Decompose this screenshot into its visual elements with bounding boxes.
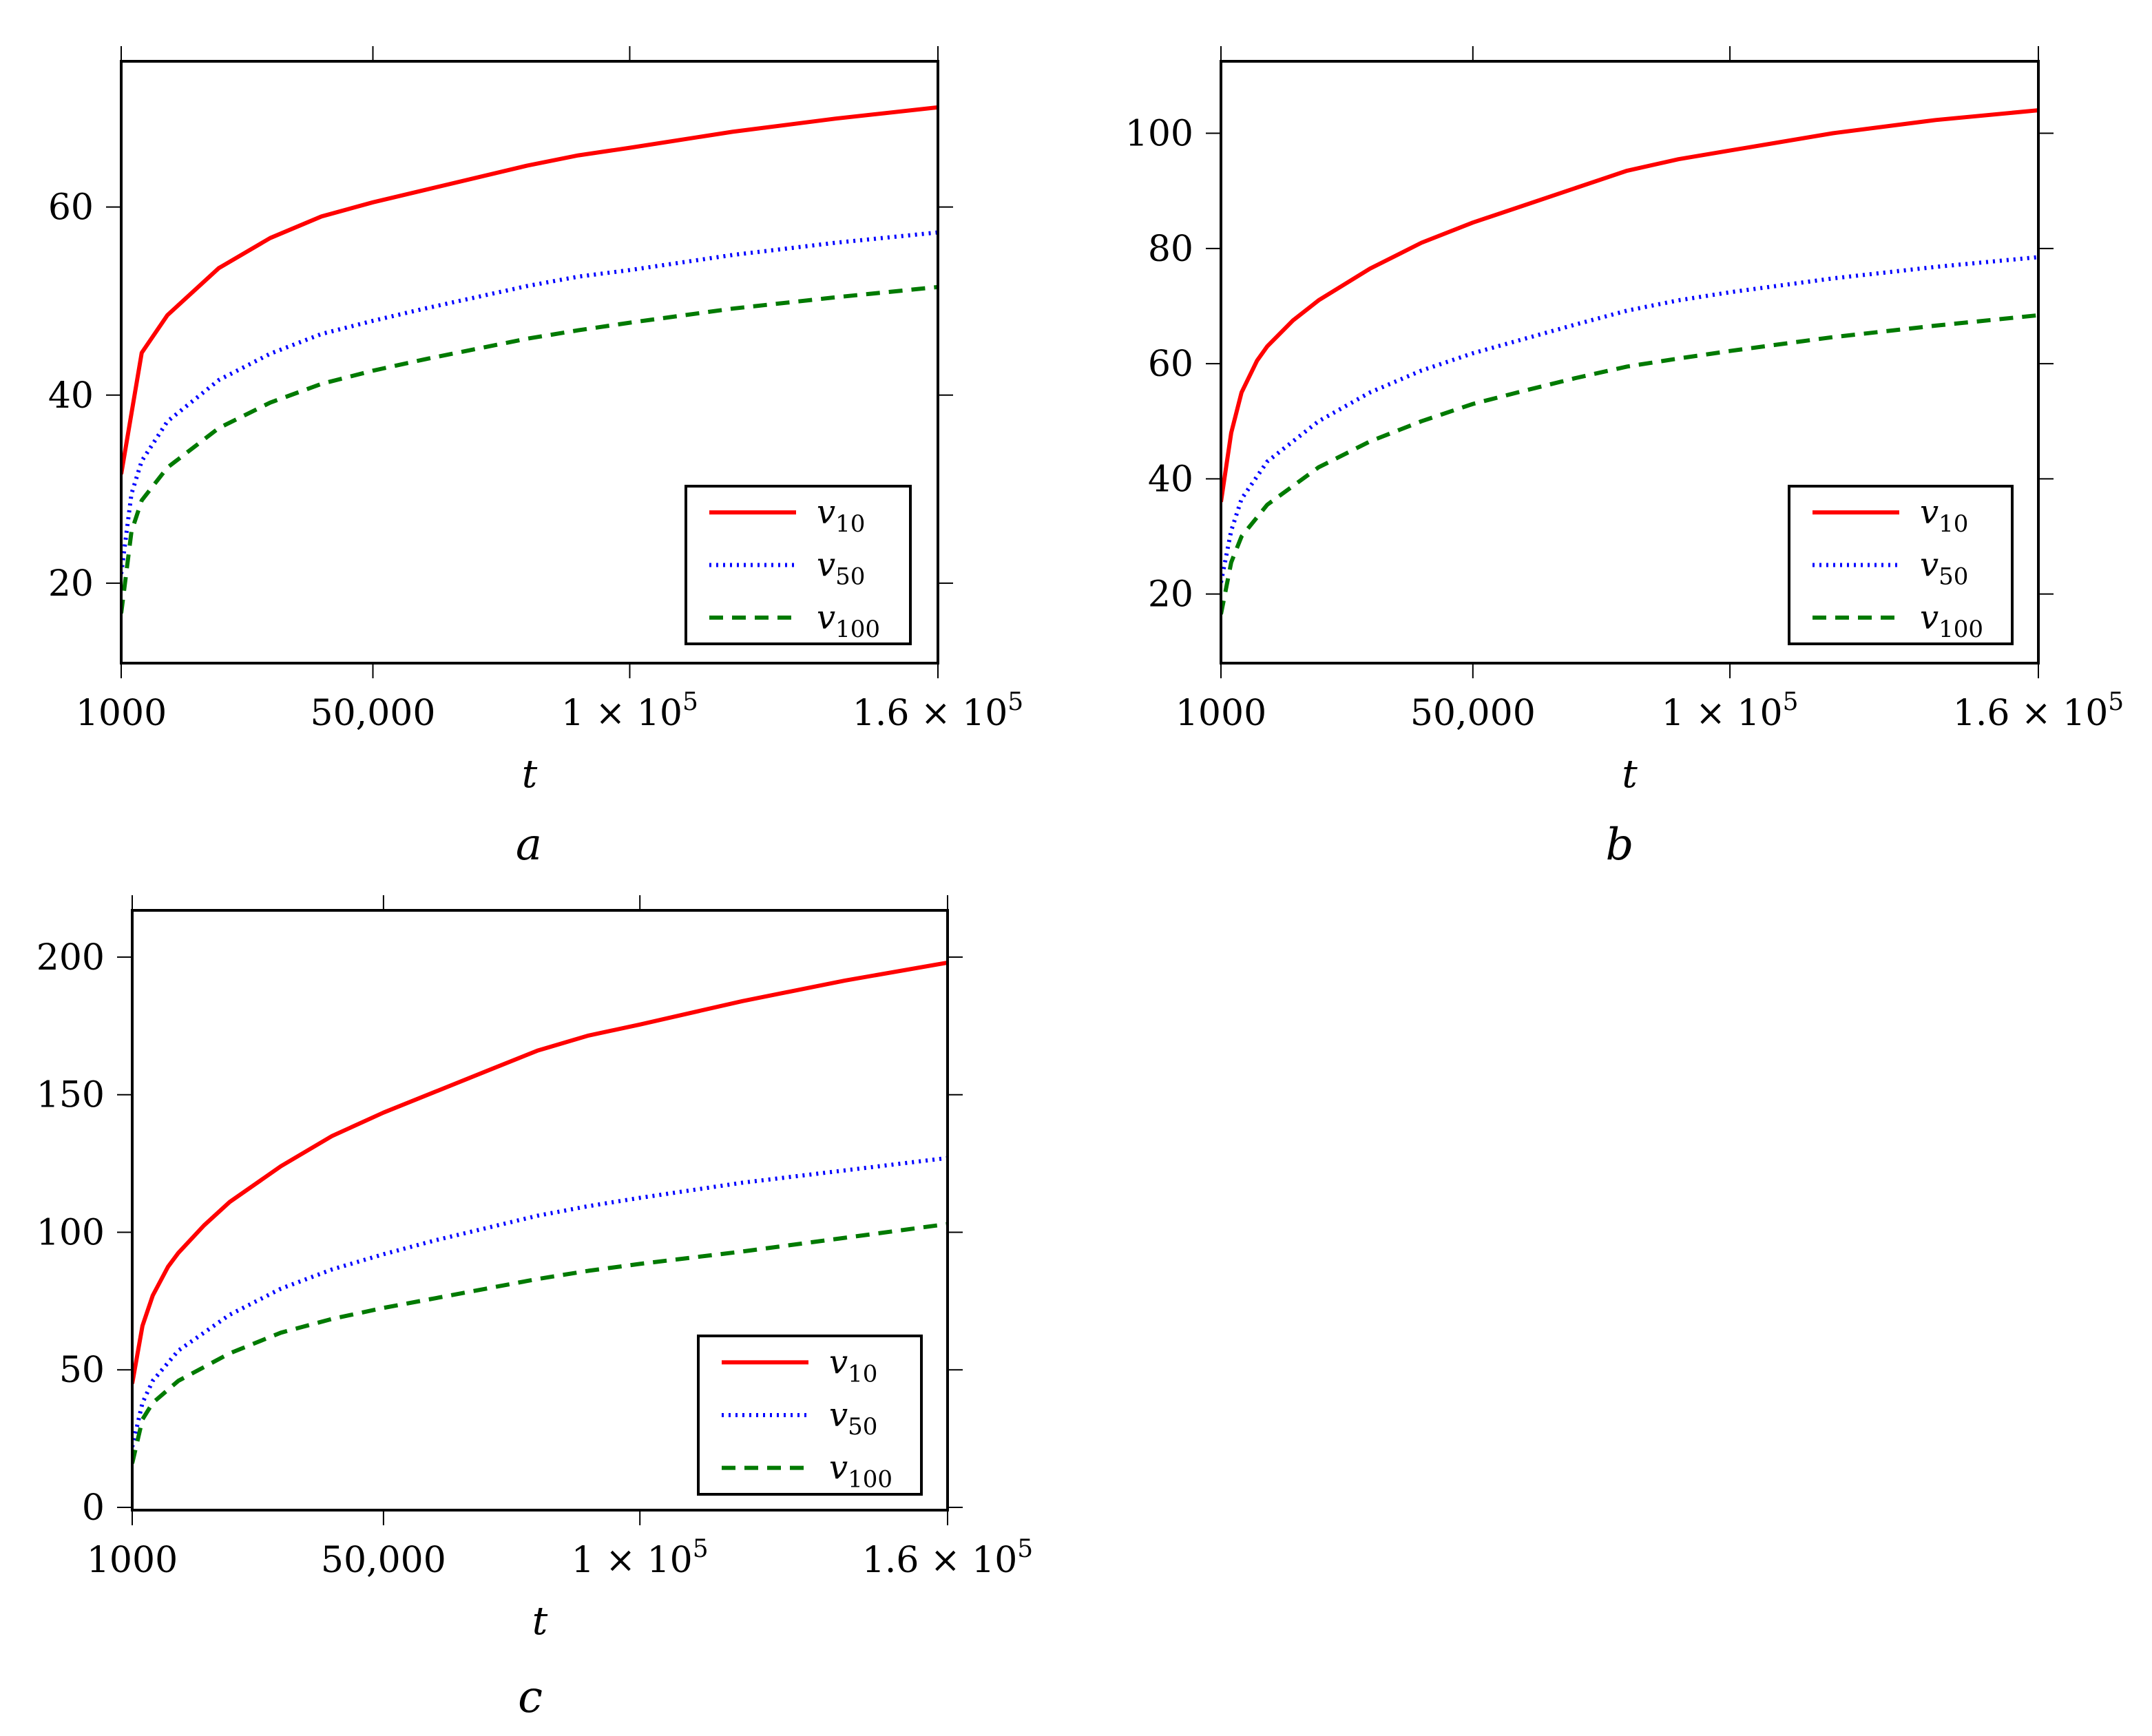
chart-a: 1000 50,000 1 × 105 1.6 × 105204060v10v50v1… bbox=[48, 46, 1023, 870]
x-tick-exponent: 5 bbox=[2108, 688, 2124, 716]
legend-label-base: v bbox=[829, 1449, 848, 1487]
x-tick-mantissa: 1 × 10 bbox=[1662, 693, 1783, 734]
x-tick-label: 1.6 × 105 bbox=[1953, 688, 2124, 734]
legend-label-v50: v50 bbox=[1920, 546, 1968, 591]
x-tick-label: 1000 bbox=[87, 1540, 178, 1581]
chart-caption: b bbox=[1606, 819, 1634, 870]
series-line-v10 bbox=[121, 105, 938, 475]
legend-label-base: v bbox=[829, 1396, 848, 1434]
x-tick-mantissa: 1 × 10 bbox=[572, 1540, 693, 1581]
legend-label-v10: v10 bbox=[1920, 493, 1968, 538]
y-tick-label: 60 bbox=[48, 187, 94, 229]
x-tick-mantissa: 1.6 × 10 bbox=[1953, 693, 2109, 734]
legend-label-base: v bbox=[817, 546, 835, 585]
y-tick-label: 100 bbox=[36, 1212, 105, 1253]
x-tick-label: 1 × 105 bbox=[561, 688, 698, 734]
legend-label-base: v bbox=[1920, 598, 1939, 637]
legend-label-base: v bbox=[817, 598, 835, 637]
x-tick-exponent: 5 bbox=[682, 688, 698, 716]
series-line-v50 bbox=[121, 230, 938, 574]
legend-label-sub: 10 bbox=[848, 1360, 877, 1388]
legend-label-sub: 50 bbox=[835, 563, 865, 591]
x-tick-exponent: 5 bbox=[1017, 1535, 1033, 1563]
legend-label-base: v bbox=[1920, 546, 1939, 585]
x-tick-label: 1000 bbox=[1176, 693, 1266, 734]
legend-label-sub: 100 bbox=[835, 616, 880, 643]
x-tick-label: 1 × 105 bbox=[1662, 688, 1799, 734]
x-tick-exponent: 5 bbox=[693, 1535, 709, 1563]
legend-label-v100: v100 bbox=[829, 1449, 892, 1494]
y-tick-label: 20 bbox=[1148, 574, 1193, 616]
legend-label-v100: v100 bbox=[817, 598, 880, 643]
series-line-v10 bbox=[1221, 108, 2038, 503]
x-axis-label: t bbox=[532, 1599, 548, 1644]
y-tick-label: 20 bbox=[48, 563, 94, 605]
legend-label-sub: 50 bbox=[1939, 563, 1968, 591]
legend-label-sub: 50 bbox=[848, 1413, 877, 1441]
y-tick-label: 40 bbox=[48, 375, 94, 417]
legend-label-sub: 100 bbox=[848, 1466, 892, 1494]
x-tick-label: 1 × 105 bbox=[572, 1535, 709, 1581]
legend-label-sub: 10 bbox=[1939, 510, 1968, 538]
series-line-v10 bbox=[132, 960, 948, 1384]
x-axis-label: t bbox=[522, 752, 538, 797]
legend-label-v100: v100 bbox=[1920, 598, 1983, 643]
legend-label-v10: v10 bbox=[817, 493, 865, 538]
series-line-v50 bbox=[1221, 255, 2038, 583]
legend-label-v50: v50 bbox=[829, 1396, 877, 1441]
series-line-v100 bbox=[1221, 313, 2038, 615]
x-tick-mantissa: 1.6 × 10 bbox=[862, 1540, 1018, 1581]
x-axis-label: t bbox=[1622, 752, 1638, 797]
x-tick-label: 50,000 bbox=[321, 1540, 446, 1581]
plot-frame bbox=[131, 909, 949, 1512]
legend-label-sub: 10 bbox=[835, 510, 865, 538]
y-tick-label: 150 bbox=[36, 1075, 105, 1116]
legend-label-v50: v50 bbox=[817, 546, 865, 591]
x-tick-label: 1.6 × 105 bbox=[853, 688, 1023, 734]
x-tick-label: 50,000 bbox=[1410, 693, 1536, 734]
legend-label-sub: 100 bbox=[1939, 616, 1983, 643]
chart-caption: c bbox=[518, 1672, 543, 1723]
x-tick-exponent: 5 bbox=[1783, 688, 1799, 716]
y-tick-label: 0 bbox=[82, 1487, 105, 1529]
legend-label-base: v bbox=[817, 493, 835, 532]
chart-c: 1000 50,000 1 × 105 1.6 × 105050100150200v1… bbox=[36, 895, 1033, 1723]
plot-frame bbox=[120, 60, 939, 665]
x-tick-mantissa: 1.6 × 10 bbox=[853, 693, 1008, 734]
y-tick-label: 40 bbox=[1148, 459, 1193, 500]
y-tick-label: 80 bbox=[1148, 229, 1193, 270]
y-tick-label: 50 bbox=[59, 1350, 105, 1391]
y-tick-label: 100 bbox=[1125, 114, 1193, 155]
x-tick-label: 50,000 bbox=[311, 693, 436, 734]
series-line-v100 bbox=[132, 1222, 948, 1464]
chart-b: 1000 50,000 1 × 105 1.6 × 10520406080100v10… bbox=[1125, 46, 2124, 870]
x-tick-exponent: 5 bbox=[1007, 688, 1023, 716]
legend-label-base: v bbox=[1920, 493, 1939, 532]
x-tick-label: 1.6 × 105 bbox=[862, 1535, 1033, 1581]
x-tick-label: 1000 bbox=[76, 693, 167, 734]
x-tick-mantissa: 1 × 10 bbox=[561, 693, 682, 734]
plot-frame bbox=[1220, 60, 2040, 665]
y-tick-label: 200 bbox=[36, 937, 105, 979]
y-tick-label: 60 bbox=[1148, 344, 1193, 385]
legend-label-v10: v10 bbox=[829, 1343, 877, 1388]
chart-caption: a bbox=[516, 819, 542, 870]
series-line-v100 bbox=[121, 284, 938, 614]
legend-label-base: v bbox=[829, 1343, 848, 1381]
